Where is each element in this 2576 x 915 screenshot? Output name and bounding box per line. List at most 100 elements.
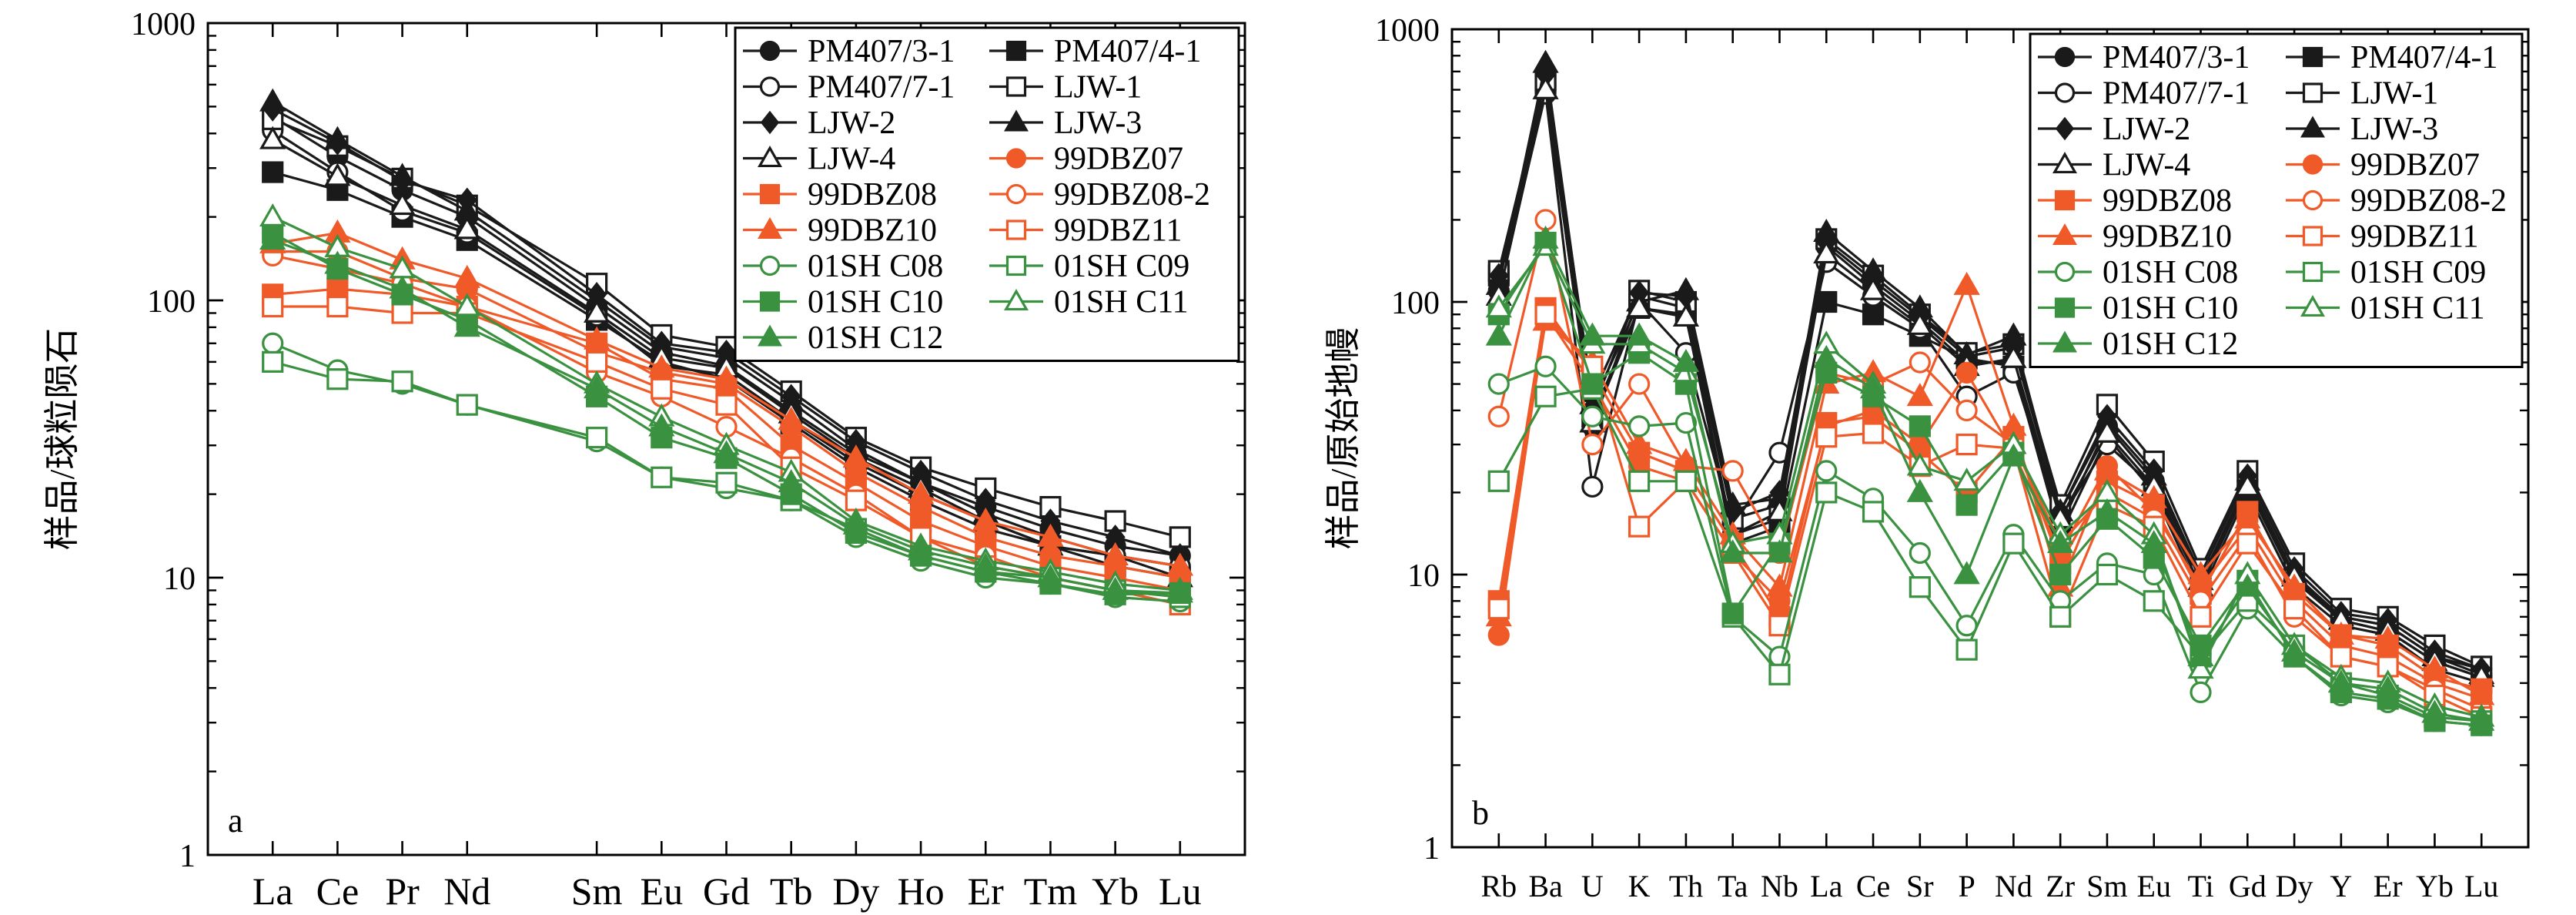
x-tick-label: Yb <box>2416 869 2454 903</box>
legend-entry-pm407-3-1: PM407/3-1 <box>743 34 955 69</box>
legend-marker <box>2302 46 2323 68</box>
x-tick-label: Dy <box>2276 869 2313 903</box>
y-tick-label: 10 <box>1407 558 1440 594</box>
data-point <box>1581 405 1604 427</box>
series-line <box>1497 313 2482 719</box>
x-tick-label: Gd <box>703 870 750 913</box>
data-point <box>262 350 284 373</box>
legend-box <box>2029 32 2524 368</box>
x-tick-label: Tm <box>1024 870 1078 913</box>
data-point <box>262 332 284 354</box>
legend-marker <box>2302 261 2323 283</box>
data-point <box>2234 573 2261 597</box>
legend-entry-99dbz11: 99DBZ11 <box>2286 220 2478 255</box>
data-point <box>972 507 999 531</box>
x-tick-label: K <box>1628 869 1651 903</box>
legend-label: 99DBZ10 <box>808 213 937 249</box>
data-point <box>259 226 286 250</box>
data-point <box>324 126 351 149</box>
legend-marker <box>2054 189 2076 211</box>
data-point <box>1674 470 1698 492</box>
series-99dbz10 <box>259 219 1193 576</box>
data-point <box>2374 625 2401 649</box>
legend-entry-01sh-c08: 01SH C08 <box>743 249 943 284</box>
legend-label: PM407/4-1 <box>1054 34 1201 69</box>
data-point <box>842 444 870 468</box>
data-point <box>648 354 675 378</box>
legend-marker <box>2054 46 2076 68</box>
legend-marker <box>1005 220 1027 240</box>
legend-entry-pm407-4-1: PM407/4-1 <box>989 34 1201 69</box>
series-line <box>272 231 1181 568</box>
data-point <box>2187 655 2214 679</box>
data-point <box>1815 460 1838 482</box>
data-point <box>262 295 284 318</box>
y-tick-label: 1 <box>1423 831 1440 866</box>
x-axis: Rb Ba U K Th Ta Nb La Ce Sr P Nd Zr Sm Eu Ti Gd Dy Y Er Yb Lu <box>1480 29 2498 903</box>
legend-marker <box>2052 330 2077 353</box>
data-point <box>1721 460 1744 482</box>
data-point <box>2000 322 2027 346</box>
legend-marker <box>1005 255 1027 277</box>
data-point <box>1955 494 1978 516</box>
data-point <box>1955 399 1978 421</box>
data-point <box>2421 699 2448 723</box>
data-point <box>456 394 478 416</box>
data-point <box>1579 322 1606 346</box>
data-point <box>1909 541 1931 565</box>
data-point <box>2140 530 2167 554</box>
y-tick-label: 1000 <box>131 7 196 42</box>
series-line <box>1497 313 2482 700</box>
legend-label: PM407/4-1 <box>2350 40 2497 75</box>
legend-entry-99dbz11: 99DBZ11 <box>989 213 1182 249</box>
data-point <box>713 440 740 464</box>
data-point <box>1581 373 1604 395</box>
legend-marker <box>2302 82 2323 103</box>
data-point <box>391 302 413 324</box>
data-point <box>1768 663 1791 685</box>
legend-marker <box>759 40 781 62</box>
data-point <box>389 275 416 299</box>
legend-marker <box>2054 297 2076 318</box>
data-point <box>2468 707 2495 731</box>
data-point <box>1102 541 1129 565</box>
legend-entry-pm407-7-1: PM407/7-1 <box>2038 76 2250 112</box>
data-point <box>583 326 611 350</box>
data-point <box>1906 452 1933 476</box>
legend-marker <box>2302 189 2323 211</box>
data-point <box>2047 530 2074 554</box>
data-point <box>1532 75 1559 99</box>
legend-box <box>734 26 1240 362</box>
legend-marker <box>2302 154 2323 175</box>
data-point <box>2280 638 2308 662</box>
legend-marker <box>1004 289 1029 311</box>
data-point <box>1581 433 1604 456</box>
legend-marker <box>759 183 781 205</box>
panel-label: b <box>1472 794 1489 832</box>
legend-label: LJW-4 <box>2103 148 2190 183</box>
x-tick-label: Er <box>968 870 1005 913</box>
legend-marker <box>1005 40 1027 62</box>
legend-entry-ljw-1: LJW-1 <box>989 70 1142 106</box>
legend-label: 99DBZ08 <box>808 177 937 213</box>
legend-label: 99DBZ07 <box>1054 142 1183 177</box>
legend-entry-pm407-4-1: PM407/4-1 <box>2286 40 2497 75</box>
legend-entry-99dbz07: 99DBZ07 <box>2286 148 2480 183</box>
x-tick-label: La <box>1810 869 1842 903</box>
y-tick-label: 1 <box>179 839 196 874</box>
y-tick-label: 100 <box>147 284 196 320</box>
data-point <box>1955 361 1978 384</box>
legend-label: LJW-3 <box>1054 106 1142 141</box>
data-point <box>453 313 480 337</box>
series-line <box>1497 62 2482 676</box>
legend-entry-01sh-c11: 01SH C11 <box>2286 291 2485 327</box>
y-axis: 1 10 100 1000 <box>131 7 1245 874</box>
data-point <box>1532 49 1559 73</box>
plot-frame <box>1450 28 2530 849</box>
series-line <box>273 250 1181 579</box>
data-point <box>1862 422 1885 444</box>
data-point <box>1625 322 1653 346</box>
data-point <box>2283 598 2306 620</box>
data-point <box>651 377 673 400</box>
